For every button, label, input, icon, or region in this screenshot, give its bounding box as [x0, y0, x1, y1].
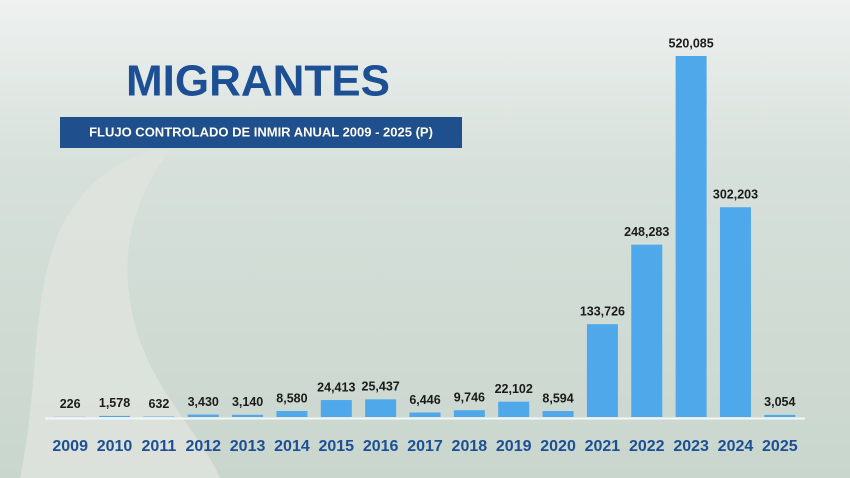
- subtitle-box: [60, 117, 462, 148]
- x-tick-label: 2012: [185, 438, 221, 455]
- value-label: 6,446: [409, 393, 440, 407]
- x-tick-label: 2015: [318, 438, 354, 455]
- value-label: 25,437: [362, 380, 400, 394]
- value-label: 3,140: [232, 395, 263, 409]
- value-label: 1,578: [99, 396, 130, 410]
- value-label: 133,726: [580, 304, 625, 318]
- x-tick-label: 2011: [142, 438, 177, 455]
- bar: [719, 207, 751, 417]
- value-label: 8,580: [276, 391, 307, 405]
- bar: [276, 411, 308, 417]
- bar: [409, 412, 441, 417]
- bar: [232, 414, 264, 417]
- bar: [586, 324, 618, 417]
- value-label: 632: [148, 397, 169, 411]
- x-tick-label: 2009: [52, 438, 88, 455]
- value-label: 302,203: [713, 188, 758, 202]
- value-label: 248,283: [624, 225, 669, 239]
- value-label: 520,085: [669, 36, 714, 50]
- x-tick-label: 2019: [496, 438, 532, 455]
- bar: [453, 410, 485, 417]
- x-tick-label: 2022: [629, 438, 665, 455]
- x-tick-label: 2024: [718, 438, 754, 455]
- x-tick-label: 2014: [274, 438, 310, 455]
- value-label: 3,430: [188, 395, 219, 409]
- x-tick-label: 2017: [407, 438, 443, 455]
- bar: [99, 415, 131, 417]
- bar: [320, 400, 352, 417]
- x-tick-label: 2018: [452, 438, 488, 455]
- value-label: 3,054: [764, 395, 795, 409]
- bar: [764, 414, 796, 417]
- river: [20, 150, 220, 478]
- value-label: 24,413: [317, 380, 355, 394]
- x-tick-label: 2023: [673, 438, 709, 455]
- x-tick-label: 2016: [363, 438, 399, 455]
- chart-title: MIGRANTES: [126, 57, 390, 106]
- bar: [187, 414, 219, 417]
- x-tick-label: 2013: [230, 438, 266, 455]
- value-label: 226: [60, 397, 81, 411]
- value-label: 22,102: [495, 382, 533, 396]
- bar: [631, 244, 663, 417]
- x-tick-label: 2021: [585, 438, 621, 455]
- bar: [498, 401, 530, 417]
- value-label: 8,594: [542, 391, 573, 405]
- x-tick-label: 2020: [540, 438, 576, 455]
- x-tick-label: 2025: [762, 438, 798, 455]
- chart-subtitle: FLUJO CONTROLADO DE INMIR ANUAL 2009 - 2…: [89, 124, 433, 139]
- bar: [365, 399, 397, 417]
- value-label: 9,746: [454, 391, 485, 405]
- x-tick-label: 2010: [97, 438, 133, 455]
- bar: [542, 411, 574, 417]
- bar: [675, 56, 707, 417]
